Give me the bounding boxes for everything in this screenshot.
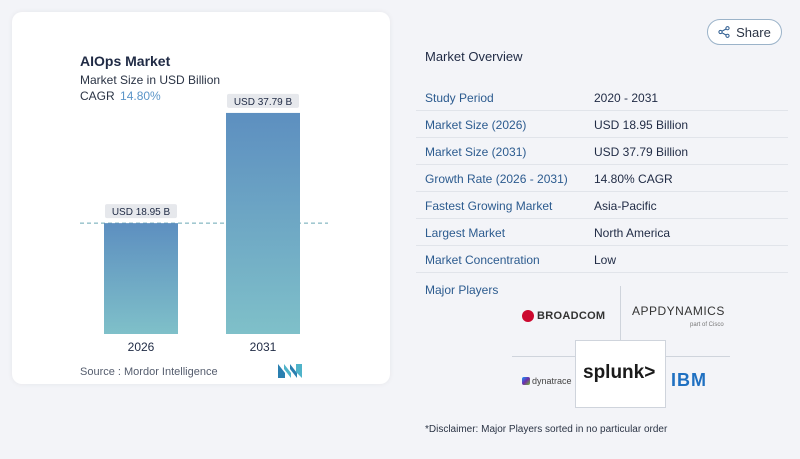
- data-label: USD 37.79 B: [234, 97, 293, 108]
- chart-card: [12, 12, 390, 384]
- x-tick-label: 2031: [250, 340, 277, 354]
- overview-row: Market Size (2031) USD 37.79 Billion: [416, 138, 788, 165]
- broadcom-logo: BROADCOM: [522, 310, 605, 322]
- major-players-title: Major Players: [425, 283, 499, 297]
- overview-row-value: Asia-Pacific: [594, 199, 657, 213]
- dynatrace-logo-text: dynatrace: [532, 376, 572, 386]
- overview-row: Market Concentration Low: [416, 246, 788, 273]
- overview-row: Study Period 2020 - 2031: [416, 84, 788, 111]
- overview-row: Growth Rate (2026 - 2031) 14.80% CAGR: [416, 165, 788, 192]
- overview-row-value: Low: [594, 253, 617, 267]
- overview-row-value: 14.80% CAGR: [594, 172, 673, 186]
- overview-row-value: USD 18.95 Billion: [594, 118, 689, 132]
- bar-2031: [226, 112, 300, 334]
- share-button[interactable]: Share: [707, 19, 782, 45]
- cagr-label: CAGR: [80, 89, 115, 103]
- overview-row-label: Fastest Growing Market: [425, 199, 553, 213]
- overview-row-label: Market Size (2026): [425, 118, 527, 132]
- appdynamics-logo: APPDYNAMICS: [632, 304, 725, 318]
- share-icon: [718, 26, 730, 38]
- mordor-intelligence-logo-icon: [278, 364, 302, 378]
- appdynamics-logo-text: APPDYNAMICS: [632, 304, 725, 318]
- x-tick-label: 2026: [128, 340, 155, 354]
- overview-row-label: Market Concentration: [425, 253, 540, 267]
- overview-row-value: North America: [594, 226, 671, 240]
- broadcom-mark-icon: [522, 310, 534, 322]
- overview-row-label: Largest Market: [425, 226, 506, 240]
- share-label: Share: [736, 24, 771, 40]
- overview-row: Fastest Growing Market Asia-Pacific: [416, 192, 788, 219]
- splunk-logo-box: [575, 340, 666, 408]
- data-label-background: [227, 93, 299, 108]
- data-label: USD 18.95 B: [112, 207, 171, 218]
- broadcom-logo-text: BROADCOM: [537, 310, 606, 322]
- cagr-value: 14.80%: [120, 89, 161, 103]
- overview-row-label: Growth Rate (2026 - 2031): [425, 172, 568, 186]
- disclaimer: *Disclaimer: Major Players sorted in no …: [425, 424, 668, 435]
- chart-source: Source : Mordor Intelligence: [80, 366, 218, 378]
- dynatrace-mark-icon: [522, 377, 530, 385]
- data-label-background: [105, 204, 177, 219]
- chart-title: AIOps Market: [80, 53, 171, 69]
- logo-divider: [512, 356, 575, 357]
- market-overview-title: Market Overview: [425, 49, 523, 64]
- overview-row-label: Market Size (2031): [425, 145, 527, 159]
- chart-subtitle: Market Size in USD Billion: [80, 73, 221, 87]
- overview-row: Largest Market North America: [416, 219, 788, 246]
- logo-divider: [666, 356, 730, 357]
- overview-row: Market Size (2026) USD 18.95 Billion: [416, 111, 788, 138]
- cagr-row: CAGR 14.80%: [80, 89, 161, 103]
- overview-row-value: USD 37.79 Billion: [594, 145, 689, 159]
- logo-divider: [620, 286, 621, 342]
- bar-chart: USD 18.95 B 2026 USD 37.79 B 2031: [80, 93, 328, 354]
- overview-row-value: 2020 - 2031: [594, 91, 659, 105]
- ibm-logo: IBM: [671, 370, 707, 390]
- dynatrace-logo: dynatrace: [522, 376, 572, 386]
- splunk-logo: splunk>: [583, 362, 656, 383]
- appdynamics-sub-text: part of Cisco: [690, 322, 724, 328]
- overview-row-label: Study Period: [425, 91, 494, 105]
- bar-2026: [104, 223, 178, 334]
